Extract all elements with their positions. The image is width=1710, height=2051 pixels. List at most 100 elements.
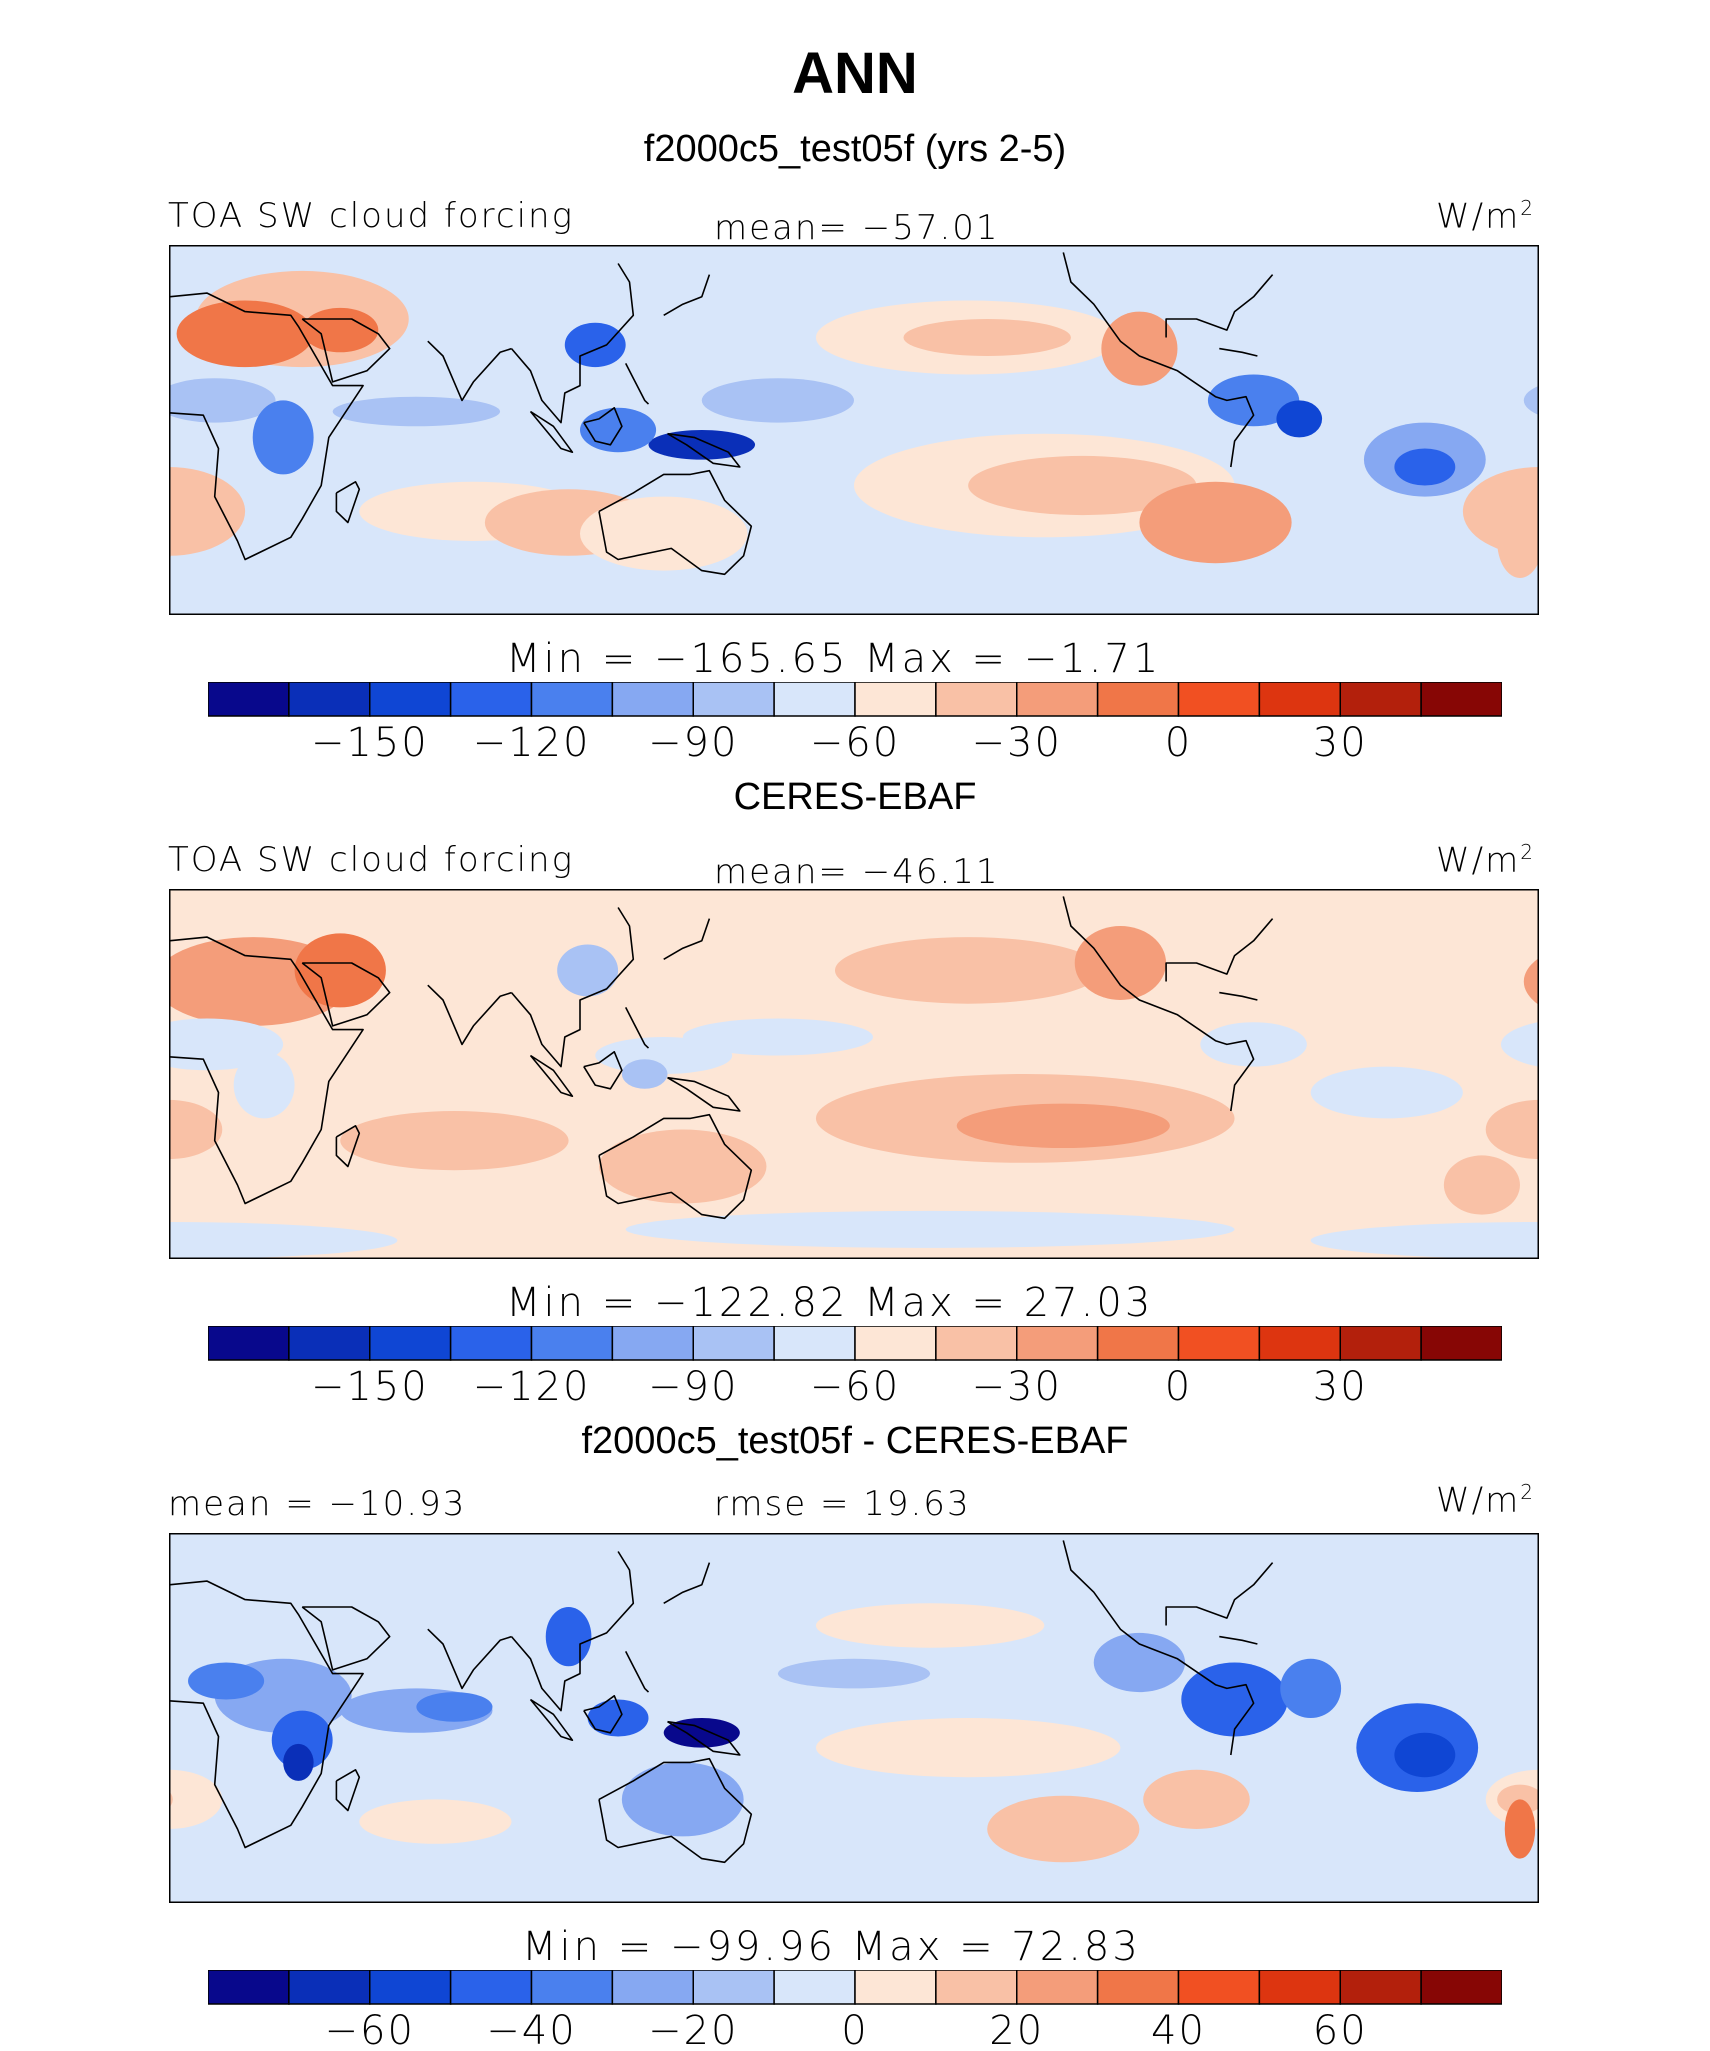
contour-region: [416, 1692, 493, 1722]
colorbar-tick-label: −150: [311, 1364, 429, 1410]
contour-region: [169, 467, 246, 556]
figure-title: ANN: [792, 41, 918, 106]
coastline: [529, 410, 574, 453]
coastline: [301, 962, 391, 1027]
colorbar-swatch: [692, 1970, 775, 2005]
contour-region: [1504, 1799, 1536, 1859]
contour-region: [169, 1769, 223, 1829]
colorbar-swatch: [1177, 1970, 1261, 2005]
contour-region: [682, 1018, 874, 1056]
contour-region: [1497, 504, 1539, 578]
colorbar-swatch: [449, 1326, 533, 1361]
coastline: [1165, 918, 1274, 982]
panel-1-unit-label: W/m2: [1436, 196, 1535, 237]
contour-region: [1500, 1021, 1539, 1067]
contour-region: [621, 1762, 744, 1837]
panel-1-colorbar: −150 −120 −90 −60 −30 0 30: [208, 682, 1502, 766]
contour-region: [1310, 1222, 1539, 1259]
coastline: [667, 432, 741, 468]
colorbar-swatch: [854, 682, 937, 717]
coastline: [663, 274, 711, 316]
panel-2-variable-label: TOA SW cloud forcing: [168, 840, 574, 880]
colorbar-swatch: [369, 682, 452, 717]
panel-3-map: [169, 1533, 1539, 1903]
panel-1-map: [169, 245, 1539, 615]
coastline: [510, 907, 635, 1068]
colorbar-swatch: [935, 1326, 1018, 1361]
colorbar-tick-label: 30: [1313, 1364, 1368, 1410]
panel-2-map: [169, 889, 1539, 1259]
colorbar-swatch: [288, 1326, 371, 1361]
coastline: [583, 1051, 623, 1090]
coastline: [169, 292, 364, 561]
contour-region: [332, 396, 501, 427]
panel-3-unit-label: W/m2: [1436, 1480, 1535, 1521]
contour-region: [283, 1743, 314, 1781]
panel-3-colorbar: −60 −40 −20 0 20 40 60: [208, 1970, 1502, 2051]
coastline: [169, 1580, 364, 1849]
colorbar-tick-label: −60: [325, 2008, 415, 2051]
panel-2-title: CERES-EBAF: [733, 776, 977, 818]
colorbar-swatch: [530, 1970, 614, 2005]
contour-region: [169, 1222, 398, 1259]
colorbar-tick-label: −120: [473, 720, 591, 766]
coastline: [624, 1007, 650, 1049]
colorbar-swatch: [1339, 1970, 1422, 2005]
colorbar-tick-label: −30: [972, 1364, 1062, 1410]
coastline: [301, 1606, 391, 1671]
contour-region: [233, 1051, 295, 1119]
contour-region: [1276, 400, 1323, 438]
coastline: [1219, 347, 1258, 357]
contour-region: [252, 400, 314, 475]
colorbar-tick-label: 0: [1165, 720, 1192, 766]
colorbar-swatch: [1016, 682, 1099, 717]
colorbar-swatch: [288, 1970, 371, 2005]
colorbar-swatch: [611, 1970, 694, 2005]
coastline: [583, 407, 623, 446]
colorbar-swatch: [1420, 1326, 1502, 1361]
contour-region: [302, 307, 379, 353]
colorbar-tick-label: 0: [841, 2008, 868, 2051]
contour-region: [1181, 1662, 1288, 1737]
colorbar-swatch: [1016, 1970, 1099, 2005]
colorbar-swatch: [449, 682, 533, 717]
contour-region: [956, 1103, 1170, 1148]
contour-region: [815, 1718, 1121, 1778]
contour-region: [1523, 385, 1539, 416]
contour-region: [663, 1718, 740, 1748]
colorbar-tick-label: −30: [972, 720, 1062, 766]
contour-region: [545, 1607, 592, 1667]
map-frame: [169, 245, 1539, 615]
panel-2-minmax: Min = −122.82 Max = 27.03: [506, 1280, 1154, 1326]
contour-region: [987, 1795, 1140, 1863]
contour-region: [564, 322, 626, 368]
coastline: [335, 481, 361, 524]
map-frame: [169, 1533, 1539, 1903]
coastline: [427, 340, 512, 402]
contour-region: [834, 937, 1102, 1004]
coastline: [583, 1695, 623, 1734]
colorbar-swatch: [530, 1326, 614, 1361]
coastline: [1062, 1540, 1255, 1756]
contour-region: [1485, 1099, 1539, 1160]
colorbar-swatch: [1420, 1970, 1502, 2005]
contour-region: [968, 455, 1197, 516]
contour-region: [1394, 448, 1456, 486]
colorbar-swatch: [1339, 682, 1422, 717]
colorbar-swatch: [1258, 1326, 1341, 1361]
contour-region: [1093, 1632, 1186, 1693]
contour-region: [587, 1699, 649, 1737]
contour-region: [1443, 1155, 1520, 1215]
coastline: [1165, 274, 1274, 338]
colorbar-swatch: [773, 1970, 856, 2005]
panel-2-mean-label: mean= −46.11: [714, 852, 1000, 892]
contour-region: [815, 1603, 1045, 1648]
coastline: [598, 469, 753, 576]
contour-region: [625, 1210, 1235, 1248]
contour-region: [188, 1662, 265, 1700]
colorbar-tick-label: −90: [648, 1364, 738, 1410]
contour-fill: [169, 1603, 1539, 1863]
colorbar-swatch: [854, 1326, 937, 1361]
coastline: [510, 1551, 635, 1712]
contour-region: [1074, 926, 1167, 1000]
